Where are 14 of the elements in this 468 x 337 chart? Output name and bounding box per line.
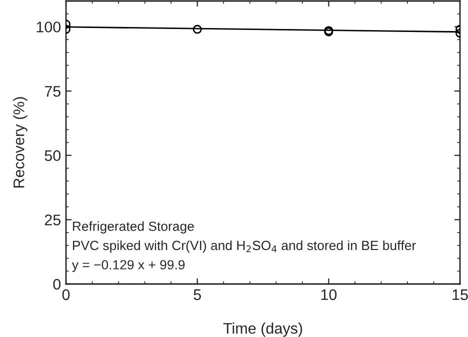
y-tick-label: 100 [36,22,61,32]
x-tick-label: 0 [62,289,70,300]
x-tick-label: 15 [452,289,468,300]
y-axis-title: Recovery (%) [13,97,28,188]
annotation: y = −0.129 x + 99.9 [72,260,185,272]
y-tick-label: 50 [44,150,61,162]
y-tick-label: 25 [44,214,60,226]
annotation: PVC spiked with Cr(VI) and H$_{2}$SO$_{4}$ and stored in BE buffer [72,240,416,253]
annotation: Refrigerated Storage [72,221,194,234]
x-tick-label: 10 [321,289,337,300]
y-tick-label: 0 [53,278,61,290]
x-axis-title: Time (days) [223,322,302,337]
y-tick-label: 75 [44,86,60,97]
x-tick-label: 5 [194,289,201,300]
